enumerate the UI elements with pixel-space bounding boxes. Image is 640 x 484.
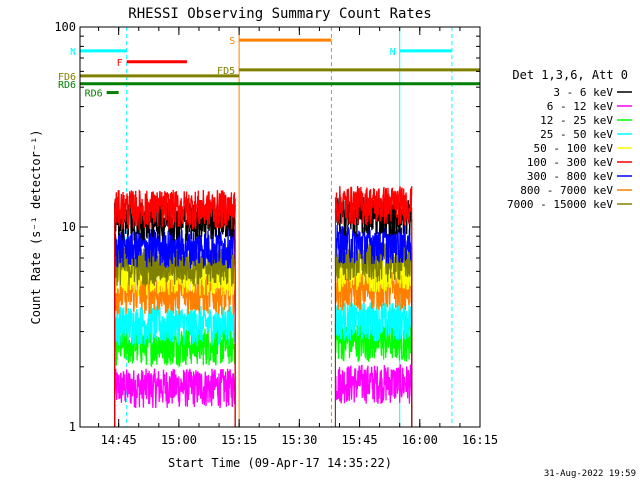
y-axis-label: Count Rate (s⁻¹ detector⁻¹) xyxy=(29,129,43,324)
legend-entry-label: 25 - 50 keV xyxy=(540,128,613,141)
legend-entry-label: 800 - 7000 keV xyxy=(520,184,613,197)
x-tick-label: 15:45 xyxy=(341,433,377,447)
y-tick-label: 100 xyxy=(54,20,76,34)
series-25-50-kev xyxy=(114,301,413,427)
legend-entry-label: 7000 - 15000 keV xyxy=(507,198,613,211)
x-tick-label: 16:00 xyxy=(402,433,438,447)
x-tick-label: 16:15 xyxy=(462,433,498,447)
flag-label-n-1: N xyxy=(70,47,76,58)
x-tick-label: 15:30 xyxy=(281,433,317,447)
x-axis-label: Start Time (09-Apr-17 14:35:22) xyxy=(168,456,392,470)
series-trace-2 xyxy=(334,196,413,237)
x-tick-label: 15:00 xyxy=(161,433,197,447)
flag-label-fd6-6: FD6 xyxy=(58,72,76,83)
axes: 1 10 100 14:45 15:00 15:15 15:30 15:45 16:00 16:1… xyxy=(54,20,498,447)
series-trace-2 xyxy=(334,301,413,342)
flag-label-s-4: S xyxy=(229,36,235,47)
footer-timestamp: 31-Aug-2022 19:59 xyxy=(544,469,636,479)
legend-entry-label: 3 - 6 keV xyxy=(553,86,613,99)
flag-label-rd6-8: RD6 xyxy=(85,89,103,100)
x-tick-label: 15:15 xyxy=(221,433,257,447)
flag-label-f-3: F xyxy=(117,58,123,69)
flag-label-rd6-7: RD6 xyxy=(58,80,76,91)
series-trace-1 xyxy=(114,189,236,230)
series-6-12-kev xyxy=(114,364,413,427)
plot-clip-group xyxy=(80,27,480,427)
series-trace-2 xyxy=(334,364,413,404)
y-tick-label: 1 xyxy=(69,420,76,434)
chart-title: RHESSI Observing Summary Count Rates xyxy=(128,6,431,22)
flag-label-n-2: N xyxy=(390,47,396,58)
series-trace-2 xyxy=(334,224,413,265)
series-trace-1 xyxy=(114,305,236,346)
x-tick-label: 14:45 xyxy=(101,433,137,447)
series-trace-2 xyxy=(334,185,413,226)
flag-label-fd5-5: FD5 xyxy=(217,66,235,77)
legend-entry-label: 6 - 12 keV xyxy=(547,100,614,113)
legend-entry-label: 300 - 800 keV xyxy=(527,170,613,183)
legend-entry-label: 100 - 300 keV xyxy=(527,156,613,169)
legend-entry-label: 50 - 100 keV xyxy=(534,142,614,155)
series-trace-1 xyxy=(114,368,236,409)
legend-title: Det 1,3,6, Att 0 xyxy=(512,68,628,82)
legend-entry-label: 12 - 25 keV xyxy=(540,114,613,127)
y-tick-label: 10 xyxy=(62,220,76,234)
series-100-300-kev xyxy=(114,185,413,427)
